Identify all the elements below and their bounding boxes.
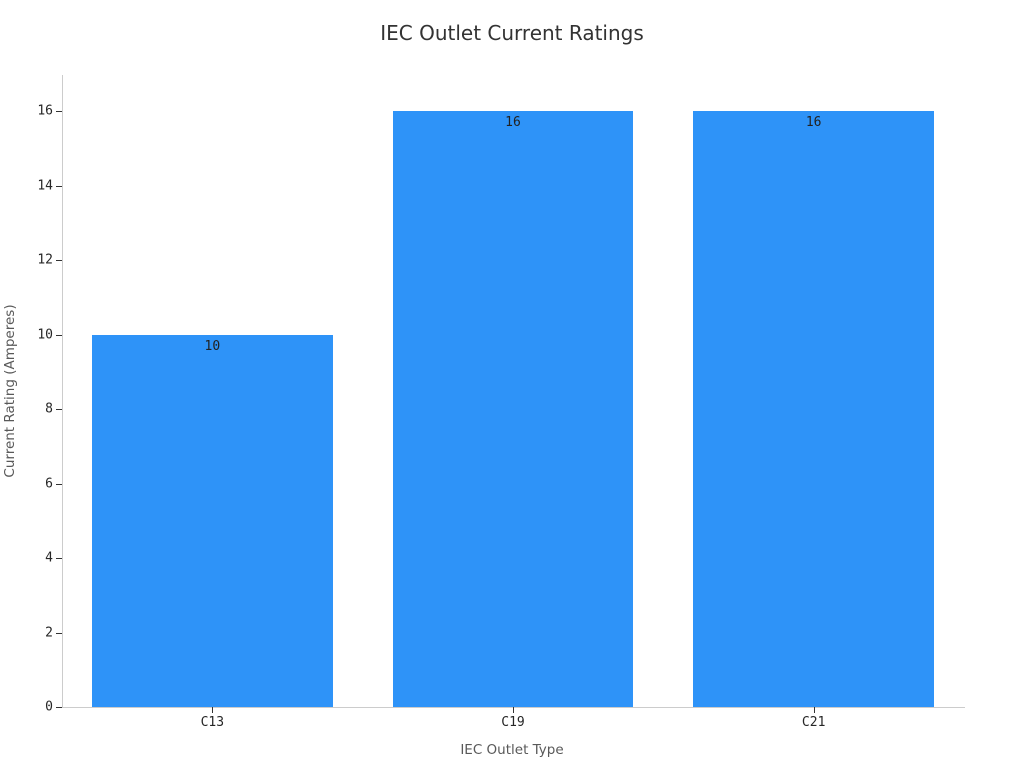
y-tick-label: 2 <box>45 625 53 640</box>
bar-value-label: 16 <box>505 115 521 130</box>
y-tick-mark <box>56 483 62 485</box>
x-tick-label: C21 <box>801 715 826 730</box>
y-tick-mark <box>56 558 62 559</box>
x-axis-title: IEC Outlet Type <box>460 742 564 758</box>
y-tick-label: 16 <box>37 103 53 119</box>
x-tick-mark <box>212 707 214 713</box>
bar-C13 <box>92 334 333 707</box>
y-tick-label: 8 <box>45 401 53 417</box>
x-tick-mark <box>513 707 514 713</box>
y-tick-label: 6 <box>45 476 53 491</box>
bar-value-label: 10 <box>204 338 221 354</box>
y-tick-mark <box>56 707 62 708</box>
y-tick-label: 0 <box>45 699 53 715</box>
x-tick-mark <box>813 707 815 713</box>
y-axis-title: Current Rating (Amperes) <box>2 304 18 478</box>
y-tick-mark <box>56 409 62 410</box>
chart-title: IEC Outlet Current Ratings <box>380 21 644 45</box>
y-tick-mark <box>56 260 62 261</box>
y-tick-mark <box>56 632 62 634</box>
y-tick-mark <box>56 334 62 336</box>
y-tick-label: 14 <box>37 178 53 193</box>
y-tick-mark <box>56 111 62 112</box>
x-tick-label: C19 <box>501 715 525 730</box>
y-axis-line <box>62 75 63 707</box>
y-tick-label: 4 <box>45 550 53 566</box>
bar-C19 <box>392 111 634 707</box>
x-tick-label: C13 <box>200 715 225 730</box>
bar-C21 <box>693 111 934 707</box>
bar-value-label: 16 <box>805 115 822 130</box>
y-tick-label: 10 <box>37 327 53 342</box>
y-tick-mark <box>56 185 62 187</box>
y-tick-label: 12 <box>37 252 53 268</box>
